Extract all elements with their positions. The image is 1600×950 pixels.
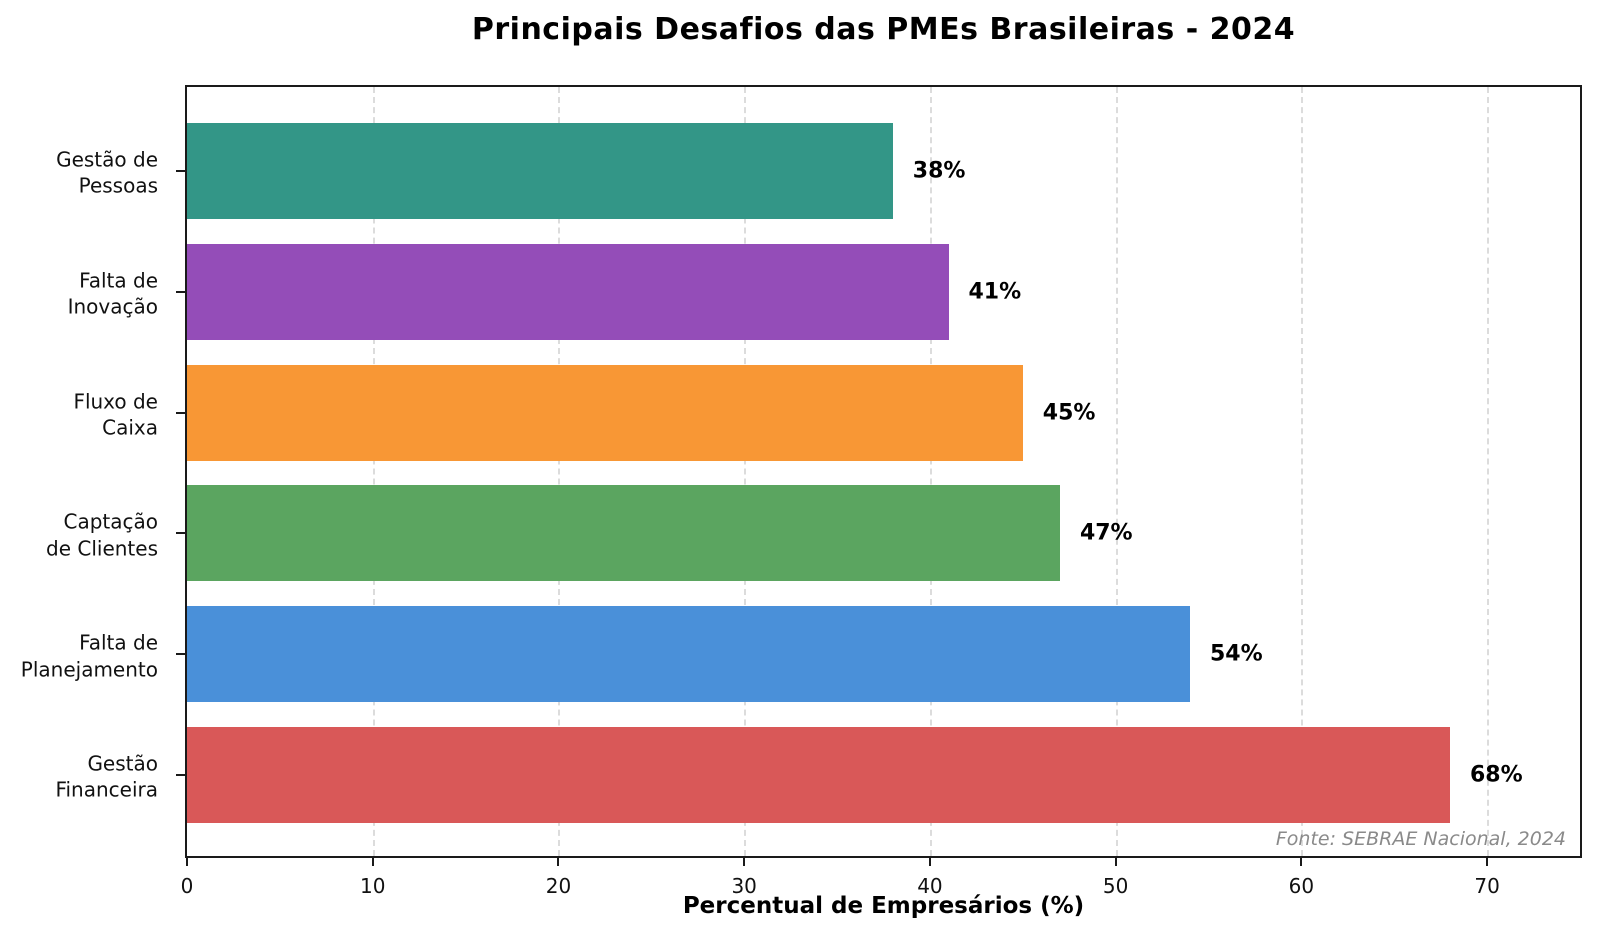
bar	[187, 485, 1060, 582]
bar-value-label: 38%	[912, 158, 966, 184]
bar-row: 54%	[187, 606, 1580, 703]
bar-row: 47%	[187, 485, 1580, 582]
bar	[187, 123, 893, 219]
x-tick-label: 0	[180, 874, 194, 898]
category-label: Captação de Clientes	[46, 510, 158, 561]
y-tick-mark	[176, 170, 185, 172]
category-label: Gestão Financeira	[55, 751, 158, 802]
x-tick-mark	[743, 858, 746, 866]
x-tick-mark	[371, 858, 374, 866]
x-tick-mark	[1114, 858, 1117, 866]
plot-area: 38% 41% 45% 47% 54% 68% 0 10 20 30 40 50 60 70 Fonte…	[181, 85, 1582, 898]
gridline	[1115, 87, 1118, 856]
category-label: Fluxo de Caixa	[73, 389, 158, 440]
bar	[187, 243, 949, 340]
x-tick-mark	[1300, 858, 1303, 866]
bars-container: 38% 41% 45% 47% 54% 68%	[187, 87, 1580, 856]
category-label: Falta de Planejamento	[20, 630, 158, 682]
source-note: Fonte: SEBRAE Nacional, 2024	[1275, 828, 1566, 850]
x-tick-mark	[1486, 858, 1489, 866]
bar	[187, 606, 1190, 703]
gridline	[558, 87, 561, 856]
x-tick-label: 30	[731, 874, 757, 898]
gridline	[1301, 87, 1304, 856]
bar-value-label: 41%	[968, 279, 1022, 305]
x-tick-mark	[186, 858, 188, 866]
bar-row: 68%	[187, 726, 1580, 823]
chart-title: Principais Desafios das PMEs Brasileiras…	[471, 12, 1296, 47]
x-tick-label: 70	[1474, 874, 1500, 898]
x-tick-label: 50	[1102, 874, 1129, 898]
bar-value-label: 54%	[1209, 641, 1263, 667]
gridline	[372, 87, 375, 856]
gridline	[1487, 87, 1490, 856]
bar-value-label: 68%	[1469, 762, 1523, 788]
y-tick-mark	[176, 532, 185, 535]
y-tick-mark	[176, 774, 185, 776]
bar-value-label: 45%	[1042, 400, 1096, 426]
bar-row: 45%	[187, 364, 1580, 461]
x-tick-label: 60	[1288, 874, 1315, 898]
y-tick-mark	[176, 411, 185, 414]
bar	[187, 726, 1450, 823]
x-tick-label: 10	[359, 874, 386, 898]
gridline	[744, 87, 747, 856]
bar-value-label: 47%	[1079, 520, 1133, 546]
bar	[187, 364, 1023, 461]
x-axis-label: Percentual de Empresários (%)	[682, 893, 1085, 919]
x-tick-label: 20	[545, 874, 572, 898]
y-tick-mark	[176, 290, 185, 293]
bar-row: 38%	[187, 123, 1580, 219]
category-label: Gestão de Pessoas	[56, 147, 158, 198]
y-tick-mark	[176, 653, 185, 656]
x-tick-mark	[557, 858, 560, 866]
bar-row: 41%	[187, 243, 1580, 340]
category-label: Falta de Inovação	[67, 268, 158, 319]
gridline	[929, 87, 932, 856]
x-tick-mark	[928, 858, 931, 866]
y-axis-labels: Gestão de Pessoas Falta de Inovação Fluxo …	[0, 87, 170, 860]
x-tick-label: 40	[917, 874, 943, 898]
